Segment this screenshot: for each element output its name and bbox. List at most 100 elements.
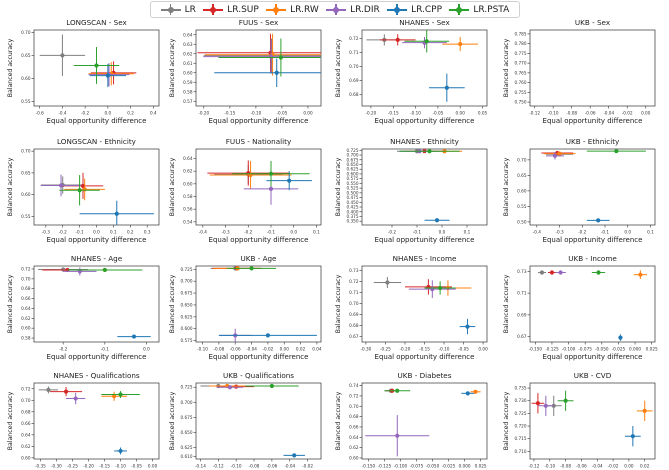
plot-frame bbox=[195, 29, 322, 107]
point-lr-cpp bbox=[465, 324, 470, 329]
y-tick-label: 0.71 bbox=[517, 291, 527, 296]
point-lr-sup bbox=[551, 141, 555, 145]
legend-swatch-lr-dir bbox=[326, 4, 347, 15]
y-tick-label: 0.58 bbox=[183, 89, 193, 94]
y-tick-label: 0.425 bbox=[347, 205, 359, 210]
plot-frame bbox=[33, 382, 160, 460]
x-tick-label: 0.1 bbox=[313, 230, 320, 235]
legend-item-lr-cpp: LR.CPP bbox=[387, 4, 442, 15]
point-lr-sup bbox=[549, 270, 555, 275]
legend-swatch-lr-rw bbox=[266, 4, 287, 15]
x-tick-label: -0.2 bbox=[59, 347, 68, 352]
chart-nhanes-ethnicity: NHANES - Ethnicity -0.2 -0.1 0.0 0.1 0.3500.3… bbox=[335, 137, 488, 244]
point-lr-rw bbox=[638, 272, 643, 277]
chart-longscan-sex: LONGSCAN - Sex -0.6 -0.4 -0.2 0.0 0.2 0.4 0.55 0… bbox=[7, 18, 160, 125]
y-tick-label: 0.68 bbox=[21, 409, 31, 414]
data-marks bbox=[197, 33, 321, 87]
x-tick-label: -0.3 bbox=[221, 230, 230, 235]
plot-frame bbox=[195, 382, 322, 460]
y-tick-label: 0.700 bbox=[347, 153, 359, 158]
x-tick-label: -0.150 bbox=[362, 464, 376, 469]
chart-title: FUUS - Sex bbox=[239, 18, 279, 27]
legend-label-lr: LR bbox=[184, 4, 196, 15]
x-tick-label: -0.1 bbox=[413, 230, 422, 235]
x-tick-label: -0.100 bbox=[562, 347, 576, 352]
chart-title: NHANES - Age bbox=[71, 254, 123, 263]
x-tick-label: 0.0 bbox=[93, 230, 100, 235]
x-axis-label: Equal opportunity difference bbox=[209, 117, 309, 125]
y-axis-label: Balanced accuracy bbox=[335, 38, 342, 97]
x-tick-label: -0.4 bbox=[199, 230, 208, 235]
point-lr-cpp bbox=[265, 333, 270, 338]
chart-title: NHANES - Income bbox=[393, 254, 457, 263]
y-tick-label: 0.785 bbox=[515, 31, 527, 36]
plot-frame bbox=[361, 148, 488, 226]
x-tick-label: -0.12 bbox=[529, 464, 540, 469]
x-tick-label: -0.05 bbox=[458, 347, 469, 352]
y-tick-label: 0.72 bbox=[349, 36, 359, 41]
point-lr-rw bbox=[557, 151, 562, 156]
x-tick-label: -0.02 bbox=[302, 464, 313, 469]
y-tick-label: 0.55 bbox=[21, 99, 31, 104]
x-tick-label: -0.2 bbox=[578, 230, 587, 235]
y-tick-label: 0.60 bbox=[21, 326, 31, 331]
x-axis-label: Equal opportunity difference bbox=[375, 353, 475, 361]
legend-swatch-lr-sup bbox=[203, 4, 224, 15]
x-tick-label: -0.2 bbox=[388, 230, 397, 235]
y-tick-label: 0.69 bbox=[349, 78, 359, 83]
point-lr-psta bbox=[118, 392, 123, 397]
x-tick-label: -0.08 bbox=[566, 111, 577, 116]
point-lr-dir bbox=[73, 396, 78, 401]
y-axis-label: Balanced accuracy bbox=[7, 391, 14, 450]
y-tick-label: 0.73 bbox=[349, 268, 359, 273]
y-tick-label: 0.550 bbox=[347, 181, 359, 186]
chart-longscan-ethnicity: LONGSCAN - Ethnicity -0.3 -0.2 -0.1 0.0 0.1 0.… bbox=[7, 137, 160, 244]
chart-ukb-sex: UKB - Sex -0.12 -0.10 -0.08 -0.06 -0.04 -0.02 0… bbox=[503, 18, 656, 145]
x-tick-label: 0.0 bbox=[105, 111, 112, 116]
y-axis-label: Balanced accuracy bbox=[503, 157, 510, 216]
y-tick-label: 0.70 bbox=[349, 301, 359, 306]
y-axis-label: Balanced accuracy bbox=[503, 274, 510, 333]
y-tick-label: 0.62 bbox=[183, 169, 193, 174]
y-tick-label: 0.725 bbox=[181, 267, 193, 272]
point-lr-cpp bbox=[274, 70, 279, 75]
point-lr-psta bbox=[424, 39, 429, 44]
y-tick-label: 0.62 bbox=[349, 445, 359, 450]
y-tick-label: 0.600 bbox=[347, 171, 359, 176]
x-tick-label: -0.050 bbox=[426, 464, 440, 469]
data-marks bbox=[38, 267, 151, 339]
plot-frame bbox=[529, 382, 656, 460]
chart-title: UKB - Diabetes bbox=[398, 371, 452, 380]
y-tick-label: 0.780 bbox=[515, 41, 527, 46]
y-tick-label: 0.765 bbox=[515, 70, 527, 75]
point-lr-cpp bbox=[465, 391, 470, 396]
x-tick-label: -0.10 bbox=[410, 111, 421, 116]
data-marks bbox=[365, 388, 481, 457]
x-tick-label: -0.10 bbox=[548, 111, 559, 116]
x-tick-label: 0.00 bbox=[624, 464, 634, 469]
y-tick-label: 0.70 bbox=[21, 276, 31, 281]
legend-label-lr-sup: LR.SUP bbox=[227, 4, 259, 15]
x-tick-label: 0.05 bbox=[478, 111, 488, 116]
x-tick-label: -0.075 bbox=[410, 464, 424, 469]
x-tick-label: -0.025 bbox=[442, 464, 456, 469]
x-tick-label: -0.25 bbox=[67, 464, 78, 469]
x-tick-label: -0.2 bbox=[81, 111, 90, 116]
x-tick-label: 0.00 bbox=[456, 111, 466, 116]
point-lr-sup bbox=[535, 401, 541, 406]
point-lr-sup bbox=[80, 183, 86, 189]
x-tick-label: -0.1 bbox=[76, 230, 85, 235]
y-axis-label: Balanced accuracy bbox=[335, 391, 342, 450]
y-axis-label: Balanced accuracy bbox=[7, 157, 14, 216]
y-axis-label: Balanced accuracy bbox=[169, 157, 176, 216]
point-lr-psta bbox=[438, 285, 443, 291]
y-tick-label: 0.62 bbox=[21, 444, 31, 449]
y-tick-label: 0.350 bbox=[347, 219, 359, 224]
point-lr-cpp bbox=[287, 178, 292, 183]
x-tick-label: -0.100 bbox=[394, 464, 408, 469]
point-lr-sup bbox=[395, 37, 400, 42]
x-tick-label: -0.12 bbox=[213, 464, 224, 469]
x-tick-label: -0.30 bbox=[51, 464, 62, 469]
legend-item-lr-rw: LR.RW bbox=[266, 4, 319, 15]
x-tick-label: 0.1 bbox=[110, 230, 117, 235]
